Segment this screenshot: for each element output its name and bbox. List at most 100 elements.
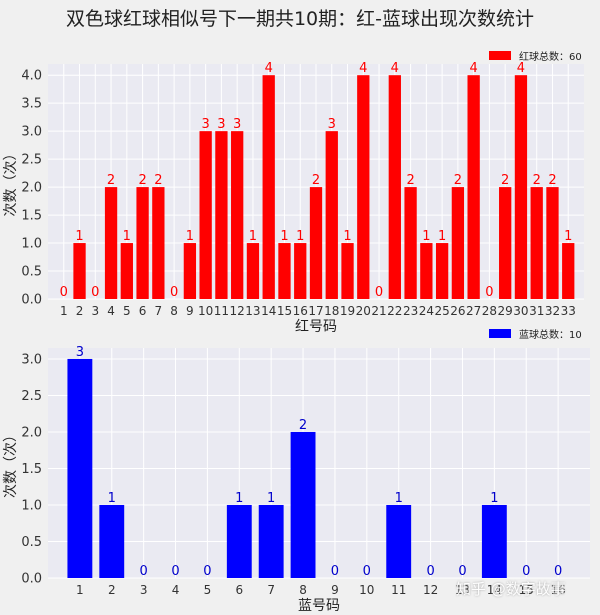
red-x-tick-label: 20 (356, 304, 371, 318)
red-bar-value-label: 2 (312, 173, 320, 188)
red-bar-value-label: 2 (454, 173, 462, 188)
red-bar-value-label: 1 (296, 229, 304, 244)
blue-x-tick-label: 15 (519, 583, 534, 597)
blue-bar (99, 504, 125, 578)
blue-x-tick-label: 13 (455, 583, 470, 597)
red-bar (420, 243, 433, 299)
red-bar (104, 187, 118, 299)
blue-y-tick-label: 0.5 (21, 535, 42, 550)
red-x-tick-label: 30 (513, 304, 528, 318)
red-y-tick-label: 1.5 (21, 209, 42, 224)
red-bar (199, 131, 212, 299)
red-bar (341, 243, 354, 299)
red-bar (404, 187, 417, 299)
watermark: 知乎 @数字故事 (456, 580, 566, 598)
red-bar (262, 75, 275, 299)
red-x-tick-label: 2 (76, 304, 84, 318)
blue-bar-value-label: 0 (554, 564, 562, 579)
red-bar-value-label: 1 (249, 229, 257, 244)
red-bar-value-label: 4 (265, 61, 273, 76)
red-x-tick-label: 24 (419, 304, 434, 318)
blue-x-axis-label: 蓝号码 (298, 598, 340, 614)
blue-legend-swatch (489, 329, 511, 338)
red-bar (215, 131, 228, 299)
blue-x-tick-label: 7 (267, 583, 275, 597)
red-x-tick-label: 9 (186, 304, 194, 318)
blue-bar-value-label: 0 (522, 564, 530, 579)
red-bar (73, 243, 86, 299)
red-x-tick-label: 4 (107, 304, 115, 318)
red-x-axis-label: 红号码 (295, 319, 337, 335)
red-bar-value-label: 0 (60, 285, 68, 300)
red-x-tick-label: 21 (371, 304, 386, 318)
red-bar (278, 243, 291, 299)
blue-bar-value-label: 0 (140, 564, 148, 579)
blue-bar-value-label: 1 (267, 491, 275, 506)
red-y-tick-label: 3.5 (21, 97, 42, 112)
blue-y-tick-label: 1.5 (21, 462, 42, 477)
red-bar-value-label: 4 (359, 61, 367, 76)
red-legend-swatch (489, 51, 511, 60)
red-bar-value-label: 4 (470, 61, 478, 76)
red-x-tick-label: 15 (277, 304, 292, 318)
blue-bar (386, 504, 412, 578)
blue-x-tick-label: 10 (359, 583, 374, 597)
blue-bar-value-label: 0 (331, 564, 339, 579)
red-bar (546, 187, 559, 299)
blue-x-tick-label: 4 (172, 583, 180, 597)
red-bar (231, 131, 244, 299)
red-x-tick-label: 26 (450, 304, 465, 318)
red-x-tick-label: 32 (545, 304, 560, 318)
red-bar (435, 243, 449, 299)
red-bar-value-label: 0 (375, 285, 383, 300)
red-x-tick-label: 22 (387, 304, 402, 318)
red-x-tick-label: 17 (308, 304, 323, 318)
page-title: 双色球红球相似号下一期共10期：红-蓝球出现次数统计 (65, 8, 535, 30)
blue-x-tick-label: 5 (204, 583, 212, 597)
red-y-tick-label: 0.0 (21, 293, 42, 308)
red-bar-value-label: 3 (217, 117, 225, 132)
red-bar-value-label: 1 (422, 229, 430, 244)
red-bar-value-label: 0 (170, 285, 178, 300)
red-bar-value-label: 1 (123, 229, 131, 244)
red-y-axis-label: 次数（次） (3, 147, 19, 217)
red-bar (152, 187, 165, 299)
red-bar (136, 187, 149, 299)
blue-bar-value-label: 1 (108, 491, 116, 506)
blue-bar (226, 504, 252, 578)
red-x-tick-label: 29 (498, 304, 513, 318)
red-bar (294, 243, 307, 299)
blue-plot-area (48, 348, 590, 578)
red-x-tick-label: 10 (198, 304, 213, 318)
blue-x-tick-label: 16 (550, 583, 565, 597)
red-bar-value-label: 0 (485, 285, 493, 300)
red-x-tick-label: 6 (139, 304, 147, 318)
blue-x-tick-label: 12 (423, 583, 438, 597)
red-bar-value-label: 1 (75, 229, 83, 244)
red-bar-value-label: 3 (328, 117, 336, 132)
red-bar-value-label: 1 (438, 229, 446, 244)
red-bar-value-label: 3 (233, 117, 241, 132)
red-y-tick-label: 1.0 (21, 237, 42, 252)
red-bar-value-label: 3 (202, 117, 210, 132)
red-bar (562, 243, 575, 299)
blue-bar (290, 431, 316, 578)
red-bar-value-label: 1 (343, 229, 351, 244)
blue-bar (258, 504, 284, 578)
red-x-tick-label: 23 (403, 304, 418, 318)
red-x-tick-label: 33 (561, 304, 576, 318)
red-bar (183, 243, 197, 299)
blue-x-tick-label: 8 (299, 583, 307, 597)
red-bar (530, 187, 543, 299)
blue-x-tick-label: 2 (108, 583, 116, 597)
red-x-tick-label: 8 (170, 304, 178, 318)
red-x-tick-label: 11 (214, 304, 229, 318)
red-bar-value-label: 4 (517, 61, 525, 76)
blue-x-tick-label: 6 (235, 583, 243, 597)
red-bar-value-label: 2 (548, 173, 556, 188)
red-bar-value-label: 2 (138, 173, 146, 188)
red-bar-value-label: 2 (154, 173, 162, 188)
blue-y-tick-label: 1.0 (21, 498, 42, 513)
blue-x-tick-label: 9 (331, 583, 339, 597)
